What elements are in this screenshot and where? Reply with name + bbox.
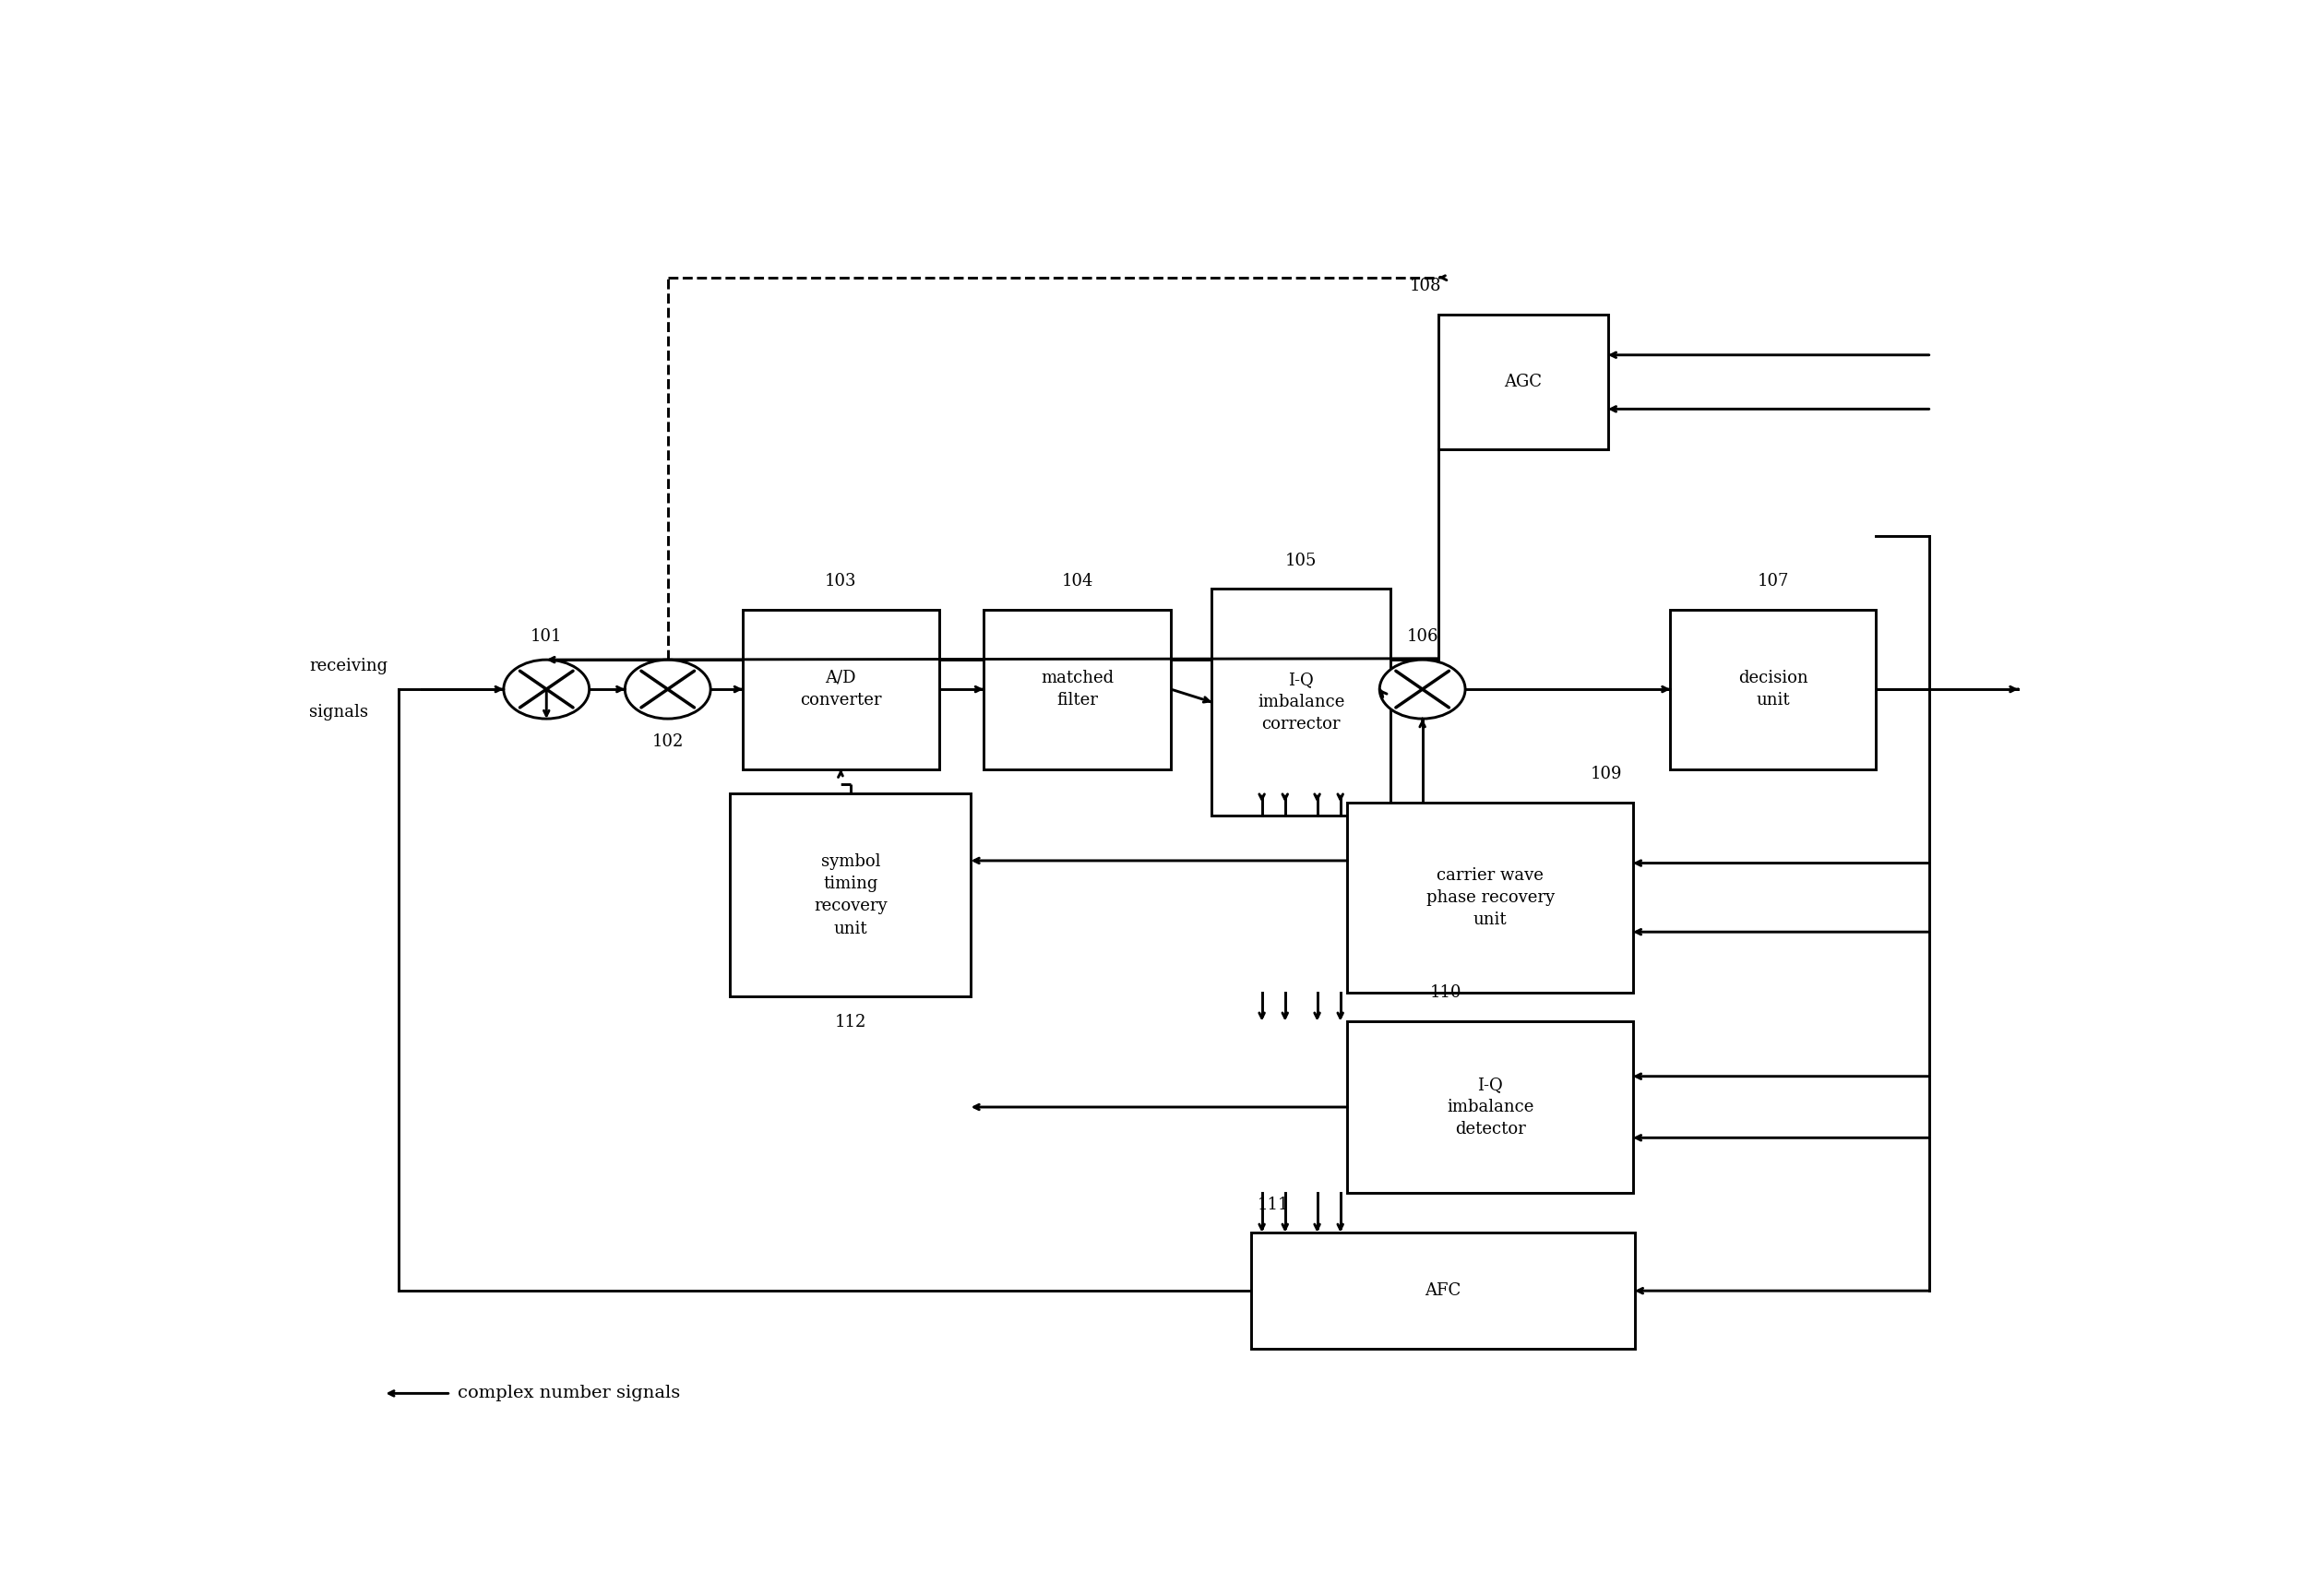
FancyBboxPatch shape [983, 610, 1172, 769]
Text: 101: 101 [529, 629, 562, 645]
Text: 103: 103 [824, 573, 856, 589]
FancyBboxPatch shape [1347, 1021, 1632, 1194]
Text: signals: signals [308, 704, 368, 720]
Text: 104: 104 [1061, 573, 1093, 589]
Circle shape [504, 659, 589, 718]
FancyBboxPatch shape [1439, 314, 1607, 450]
Text: 105: 105 [1285, 552, 1317, 568]
FancyBboxPatch shape [744, 610, 939, 769]
Text: A/D
converter: A/D converter [801, 670, 882, 709]
Text: 108: 108 [1409, 278, 1441, 295]
Circle shape [1379, 659, 1464, 718]
Text: symbol
timing
recovery
unit: symbol timing recovery unit [815, 854, 886, 937]
Text: carrier wave
phase recovery
unit: carrier wave phase recovery unit [1425, 867, 1554, 929]
Text: receiving: receiving [308, 658, 387, 675]
Text: 102: 102 [651, 734, 684, 750]
Text: I-Q
imbalance
detector: I-Q imbalance detector [1446, 1076, 1533, 1138]
Text: 112: 112 [836, 1013, 866, 1031]
Text: 111: 111 [1257, 1195, 1289, 1213]
Text: complex number signals: complex number signals [458, 1385, 679, 1401]
FancyBboxPatch shape [1671, 610, 1876, 769]
Text: AGC: AGC [1503, 373, 1542, 391]
FancyBboxPatch shape [1252, 1232, 1634, 1349]
Text: 106: 106 [1407, 629, 1439, 645]
FancyBboxPatch shape [1347, 803, 1632, 993]
Text: decision
unit: decision unit [1738, 670, 1807, 709]
Text: 107: 107 [1756, 573, 1789, 589]
Text: 109: 109 [1591, 766, 1623, 782]
Text: 110: 110 [1430, 985, 1462, 1001]
Circle shape [624, 659, 711, 718]
FancyBboxPatch shape [1211, 589, 1390, 816]
Text: matched
filter: matched filter [1041, 670, 1114, 709]
FancyBboxPatch shape [730, 793, 971, 996]
Text: AFC: AFC [1425, 1283, 1462, 1299]
Text: I-Q
imbalance
corrector: I-Q imbalance corrector [1257, 672, 1344, 733]
